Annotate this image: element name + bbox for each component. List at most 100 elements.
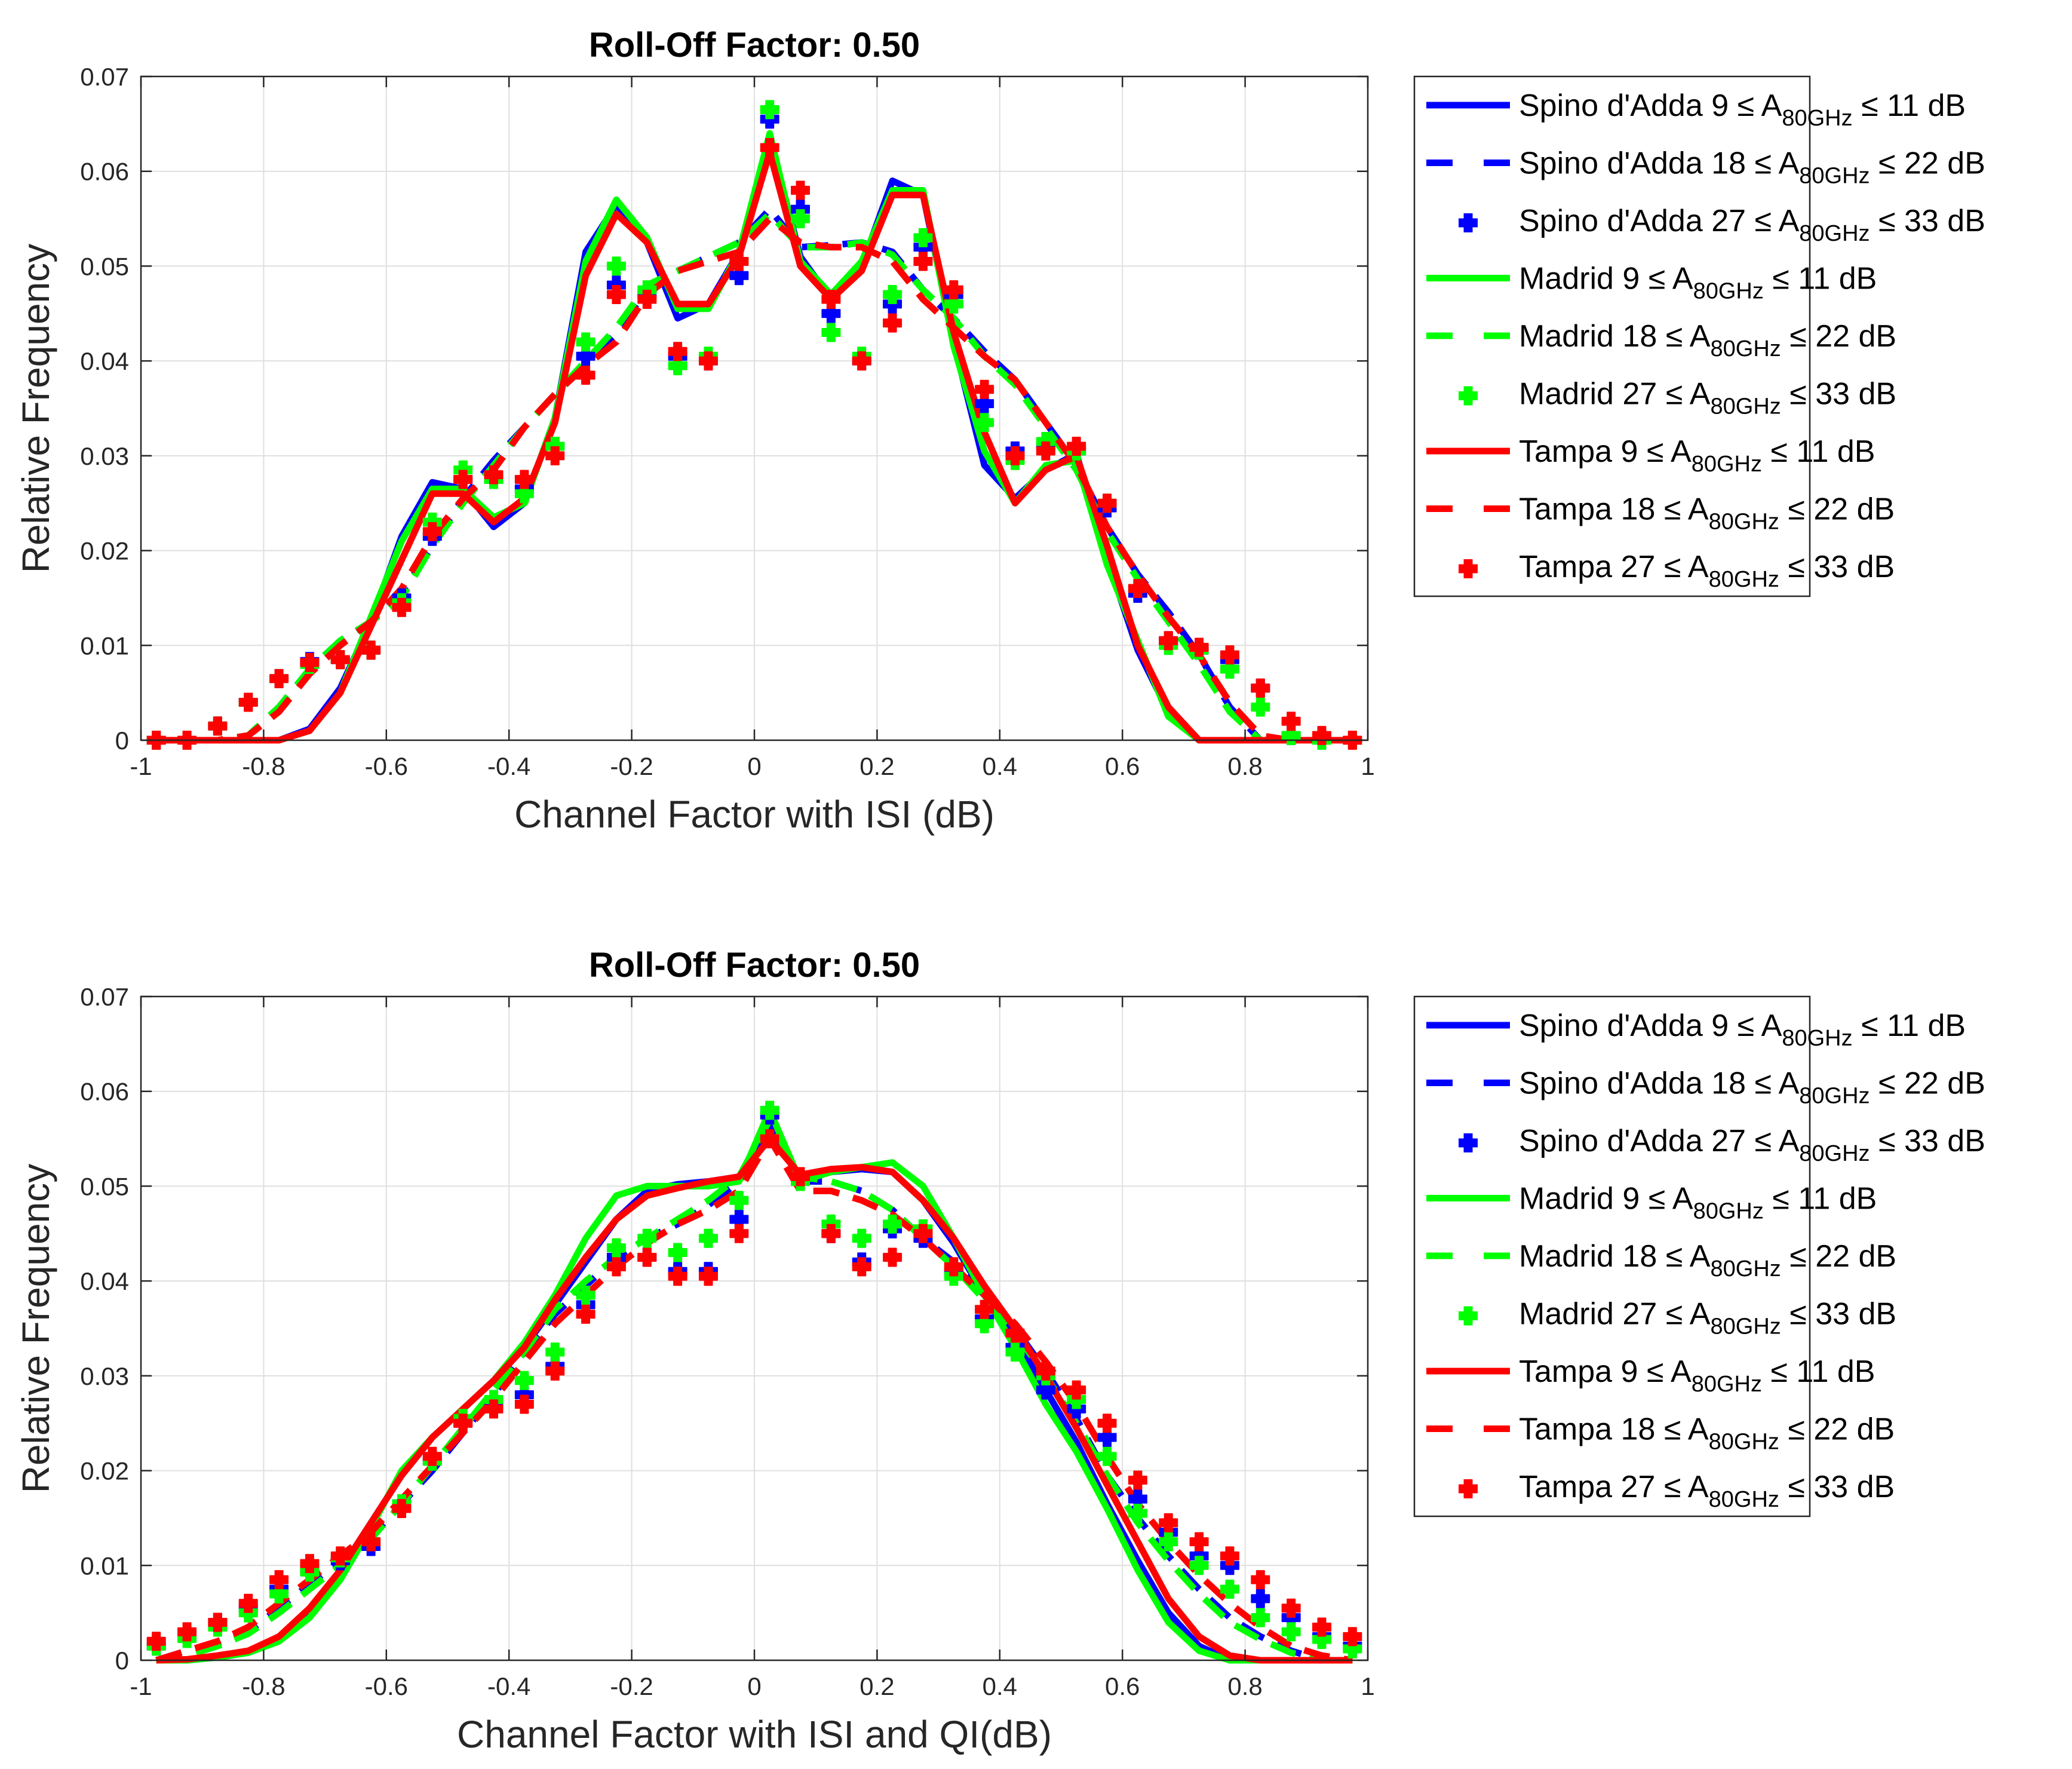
legend-label-range: 27 ≤ A (1711, 1124, 1799, 1158)
x-tick-label: 0.8 (1227, 1672, 1262, 1700)
legend-label-range: 9 ≤ A (1622, 262, 1693, 296)
legend-swatch-marker (1459, 213, 1478, 232)
x-tick-label: 0.4 (983, 752, 1017, 780)
x-tick-label: -0.2 (610, 752, 653, 780)
data-point-green (1251, 697, 1270, 717)
legend-item: Tampa 27 ≤ A80GHz ≤ 33 dB (1459, 1470, 1895, 1512)
legend-label-range: 9 ≤ A (1621, 1354, 1692, 1389)
legend-label-name: Tampa (1519, 1470, 1621, 1504)
data-point-red (1036, 1361, 1055, 1381)
data-point-blue (1097, 1428, 1117, 1448)
data-point-red (330, 1546, 350, 1566)
data-point-red (637, 1247, 657, 1267)
legend-label-range: 27 ≤ A (1622, 377, 1710, 412)
y-tick-label: 0.03 (80, 442, 129, 470)
data-point-blue (1251, 1589, 1270, 1608)
data-point-red (1128, 1470, 1147, 1490)
legend-item: Spino d'Adda 9 ≤ A80GHz ≤ 11 dB (1426, 88, 1966, 131)
data-point-green (1128, 1503, 1147, 1523)
data-point-red (392, 597, 412, 617)
legend-label-subscript: 80GHz (1692, 1372, 1762, 1397)
legend-label-name: Madrid (1519, 262, 1622, 296)
y-tick-label: 0.05 (80, 1172, 129, 1200)
data-point-green (1005, 1342, 1025, 1362)
data-point-blue (975, 394, 994, 413)
data-point-red (1067, 1380, 1086, 1400)
y-tick-label: 0.02 (80, 1457, 129, 1485)
legend-label-subscript: 80GHz (1711, 336, 1781, 361)
data-point-red (698, 351, 718, 371)
y-axis-label: Relative Frequency (14, 1164, 57, 1493)
legend-label-range: 18 ≤ A (1621, 492, 1709, 527)
data-point-red (729, 252, 749, 271)
series-line-red-solid (156, 149, 1353, 744)
legend-label-range: 9 ≤ A (1711, 88, 1782, 123)
data-point-green (606, 1238, 626, 1258)
data-point-red (453, 470, 473, 489)
legend-label-name: Spino d'Adda (1519, 146, 1711, 181)
data-point-red (606, 285, 626, 305)
legend-label: Tampa 18 ≤ A80GHz ≤ 22 dB (1519, 492, 1895, 535)
data-point-red (300, 652, 320, 672)
legend-label-name: Madrid (1519, 1182, 1622, 1216)
legend-label-name: Spino d'Adda (1519, 1124, 1711, 1158)
data-point-green (1159, 1532, 1178, 1552)
data-point-green (1097, 1446, 1117, 1466)
legend-label-tail: ≤ 33 dB (1870, 204, 1985, 238)
y-tick-label: 0.07 (80, 63, 129, 91)
legend-label-subscript: 80GHz (1799, 164, 1870, 189)
legend-label-tail: ≤ 11 dB (1853, 1008, 1966, 1043)
legend-label-tail: ≤ 22 dB (1779, 492, 1895, 527)
legend-label-subscript: 80GHz (1799, 1141, 1870, 1166)
data-point-red (576, 365, 595, 385)
legend-label-subscript: 80GHz (1709, 567, 1779, 592)
data-point-green (1251, 1608, 1270, 1627)
legend-label-tail: ≤ 33 dB (1781, 377, 1896, 412)
x-tick-label: -0.6 (365, 1672, 408, 1700)
data-point-blue (821, 303, 841, 323)
y-tick-label: 0.07 (80, 983, 129, 1011)
legend-label-name: Tampa (1519, 1412, 1621, 1447)
data-point-red (913, 252, 933, 271)
legend-label-tail: ≤ 33 dB (1779, 550, 1895, 584)
data-point-red (422, 522, 442, 541)
legend-label-name: Tampa (1519, 434, 1621, 469)
legend-label: Tampa 27 ≤ A80GHz ≤ 33 dB (1519, 1470, 1895, 1512)
series-line-green-dashed (156, 210, 1353, 744)
legend-label-tail: ≤ 22 dB (1781, 319, 1896, 354)
data-point-green (944, 294, 963, 314)
legend-label-tail: ≤ 22 dB (1870, 146, 1985, 181)
data-point-red (791, 180, 811, 200)
data-point-red (1281, 712, 1301, 731)
y-tick-label: 0 (115, 1647, 129, 1675)
legend-label-range: 18 ≤ A (1622, 319, 1710, 354)
legend-label-subscript: 80GHz (1709, 1487, 1779, 1512)
legend-label-name: Madrid (1519, 1297, 1622, 1332)
data-point-red (1067, 436, 1086, 456)
data-point-blue (1036, 1380, 1055, 1400)
legend-label-subscript: 80GHz (1799, 1084, 1870, 1109)
data-point-red (392, 1499, 412, 1519)
y-axis-label: Relative Frequency (14, 244, 57, 573)
data-point-green (975, 413, 994, 433)
legend-label: Tampa 27 ≤ A80GHz ≤ 33 dB (1519, 550, 1895, 592)
legend-label: Spino d'Adda 18 ≤ A80GHz ≤ 22 dB (1519, 146, 1985, 189)
chart-panel-2: -1 -0.8 -0.6 -0.4 -0.2 0 0.2 0.4 0.6 0.8 1 0 0.01 0.0… (14, 946, 1985, 1756)
legend-label: Madrid 27 ≤ A80GHz ≤ 33 dB (1519, 1297, 1896, 1339)
data-point-green (975, 1314, 994, 1333)
legend-label-name: Spino d'Adda (1519, 204, 1711, 238)
data-point-green (1220, 659, 1239, 679)
legend-label: Spino d'Adda 18 ≤ A80GHz ≤ 22 dB (1519, 1066, 1985, 1109)
legend-item: Tampa 18 ≤ A80GHz ≤ 22 dB (1426, 1412, 1895, 1455)
data-point-red (545, 446, 565, 465)
data-point-red (453, 1414, 473, 1433)
legend-label-range: 27 ≤ A (1711, 204, 1799, 238)
data-point-red (1189, 1532, 1209, 1552)
legend-label: Madrid 9 ≤ A80GHz ≤ 11 dB (1519, 262, 1877, 304)
legend-label-name: Tampa (1519, 492, 1621, 527)
legend-label: Spino d'Adda 9 ≤ A80GHz ≤ 11 dB (1519, 1008, 1966, 1051)
legend-item: Tampa 9 ≤ A80GHz ≤ 11 dB (1426, 1354, 1875, 1397)
data-point-red (1220, 1546, 1239, 1566)
data-point-red (760, 138, 779, 158)
data-point-red (177, 1622, 197, 1642)
